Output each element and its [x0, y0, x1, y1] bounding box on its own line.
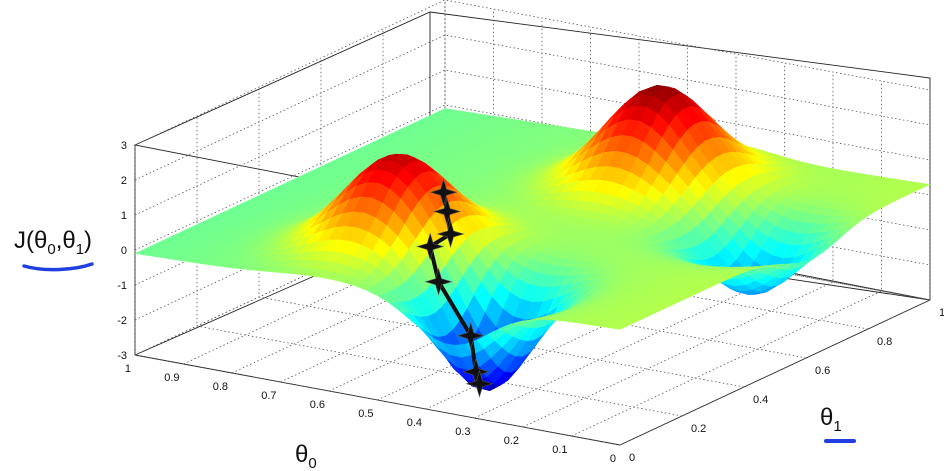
theta0-tick-label: 0.6	[310, 399, 325, 411]
theta0-tick-label: 0.3	[455, 426, 470, 438]
theta0-tick-label: 0.8	[213, 381, 228, 393]
theta1-tick-label: 0.8	[877, 336, 892, 348]
theta1-axis-label: θ1	[820, 404, 842, 435]
theta1-tick-label: 1	[939, 307, 944, 319]
theta1-tick-label: 0.2	[691, 423, 706, 435]
z-tick-label: 1	[121, 210, 127, 222]
theta0-tick-label: 0.2	[504, 435, 519, 447]
descent-step-marker	[433, 197, 462, 226]
z-tick-label: -1	[117, 280, 127, 292]
descent-step-marker	[429, 178, 458, 207]
theta1-gridline	[134, 145, 621, 446]
z-label-underline	[22, 262, 94, 272]
z-tick-label: -3	[117, 350, 127, 362]
theta1-gridline	[196, 116, 683, 417]
theta1-tick-label: 0	[629, 452, 635, 464]
descent-step-marker	[456, 321, 485, 350]
theta0-tick-label: 0.1	[552, 444, 567, 456]
theta0-tick-label: 0	[610, 453, 616, 465]
theta0-tick-label: 0.9	[164, 372, 179, 384]
theta0-tick-label: 0.4	[407, 417, 422, 429]
gradient-descent-path	[416, 178, 494, 398]
theta1-tick-label: 0.6	[815, 365, 830, 377]
z-tick-label: 0	[121, 245, 127, 257]
theta1-gridline	[258, 87, 745, 388]
descent-step-marker	[465, 369, 494, 398]
descent-step-marker	[416, 232, 445, 261]
theta0-axis-label: θ0	[295, 441, 317, 471]
theta1-axis-line	[619, 299, 931, 446]
z-tick-label: -2	[117, 315, 127, 327]
z-tick-label: 2	[121, 175, 127, 187]
cost-surface-mesh	[134, 84, 931, 391]
theta1-tick-label: 0.4	[753, 394, 768, 406]
descent-step-marker	[424, 267, 453, 296]
descent-step-marker	[436, 219, 465, 249]
z-tick-label: 3	[121, 140, 127, 152]
theta0-tick-label: 1	[125, 363, 131, 375]
theta0-tick-label: 0.7	[261, 390, 276, 402]
surface-facet	[608, 324, 628, 330]
z-axis-label: J(θ0,θ1)	[14, 227, 92, 258]
theta0-tick-label: 0.5	[358, 408, 373, 420]
